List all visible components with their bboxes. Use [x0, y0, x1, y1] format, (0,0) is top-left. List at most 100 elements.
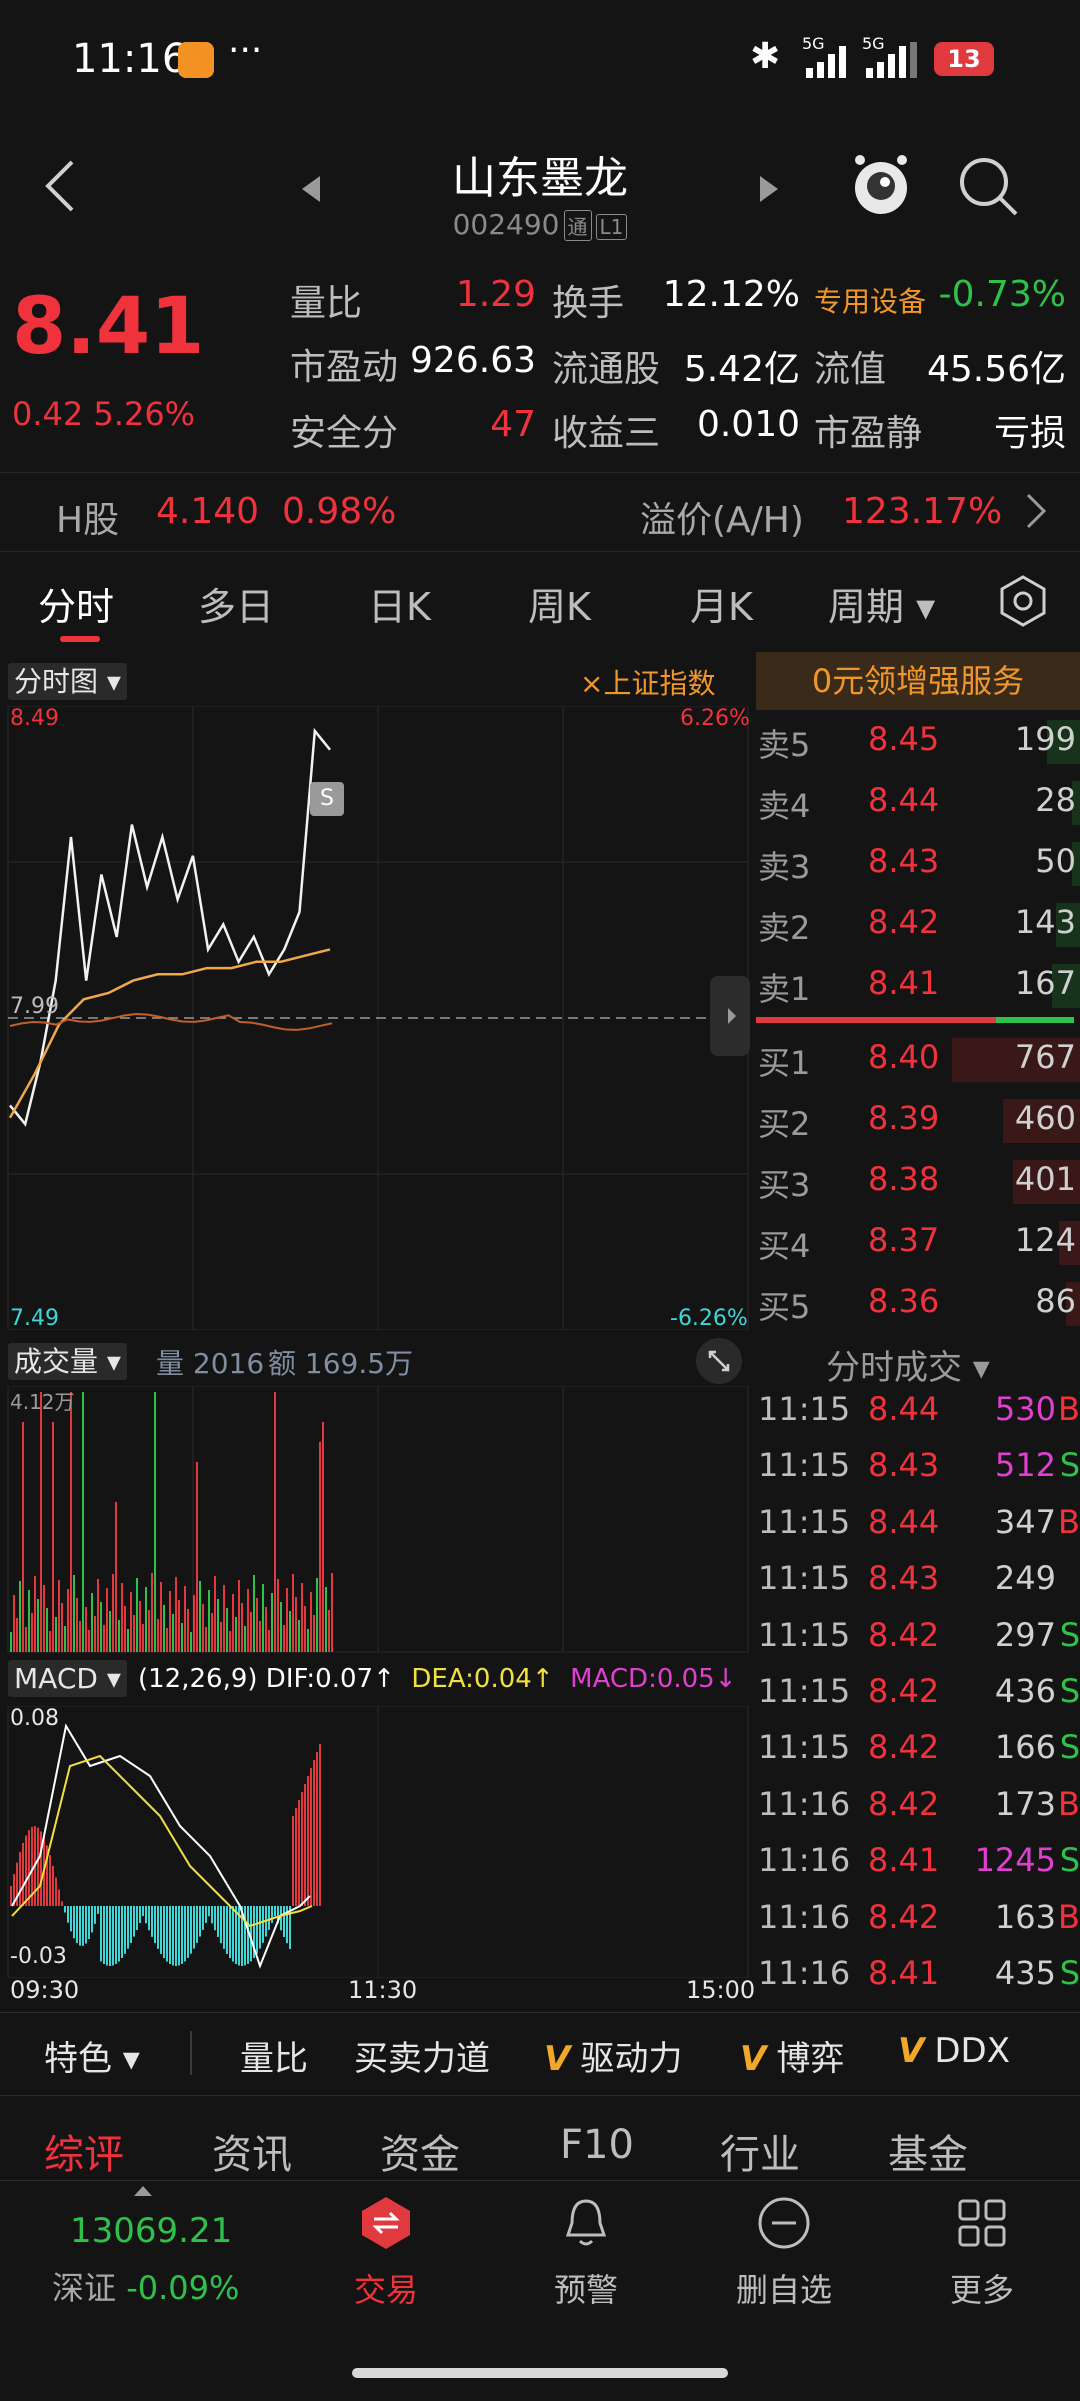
macd-bar — [79, 1906, 81, 1946]
macd-bar — [49, 1855, 51, 1906]
macd-axis-bottom: -0.03 — [10, 1944, 67, 1969]
tab-monthly-k[interactable]: 月K — [690, 585, 753, 629]
volume-selector[interactable]: 成交量 ▾ — [8, 1340, 127, 1380]
tab-intraday[interactable]: 分时 — [38, 585, 115, 629]
tick-volume: 436 — [994, 1672, 1056, 1710]
trade-icon[interactable] — [358, 2195, 414, 2255]
active-tab-indicator — [60, 636, 100, 642]
index-value[interactable]: 13069.21 — [70, 2211, 233, 2251]
more-grid-icon[interactable] — [954, 2195, 1010, 2255]
bid-row[interactable]: 买3 8.38 401 — [756, 1152, 1080, 1212]
home-indicator[interactable] — [352, 2368, 728, 2378]
macd-bar — [250, 1906, 252, 1962]
volume-bar — [229, 1631, 231, 1652]
ask-row[interactable]: 卖3 8.43 50 — [756, 834, 1080, 894]
level-label: 买1 — [758, 1044, 811, 1082]
ask-row[interactable]: 卖2 8.42 143 — [756, 895, 1080, 955]
indicator-game[interactable]: V 博弈 — [740, 2039, 845, 2079]
app-notification-icon — [178, 42, 214, 78]
nav-alert[interactable]: 预警 — [553, 2271, 618, 2309]
bid-row[interactable]: 买5 8.36 86 — [756, 1274, 1080, 1334]
nav-trade[interactable]: 交易 — [353, 2271, 418, 2309]
volume-bar — [154, 1392, 156, 1652]
back-icon[interactable] — [40, 156, 80, 220]
fullscreen-icon[interactable] — [696, 1338, 742, 1384]
level-label: 卖5 — [758, 726, 811, 764]
more-notifications-icon: ··· — [228, 30, 263, 71]
quote-value: 12.12% — [662, 274, 800, 315]
feature-dropdown[interactable]: 特色 ▾ — [44, 2039, 140, 2079]
sector-link[interactable]: 专用设备 — [814, 285, 927, 318]
volume-bar — [328, 1610, 330, 1652]
next-stock-icon[interactable] — [758, 174, 780, 208]
level-price: 8.44 — [868, 781, 940, 819]
volume-bar — [88, 1630, 90, 1652]
volume-bar — [193, 1595, 195, 1652]
ticks-title[interactable]: 分时成交 ▾ — [826, 1348, 990, 1388]
h-share-row[interactable]: H股 4.140 0.98% 溢价(A/H) 123.17% — [0, 472, 1080, 552]
tab-funds-flow[interactable]: 资金 — [380, 2132, 460, 2178]
volume-bar — [46, 1608, 48, 1652]
macd-bar — [46, 1845, 48, 1906]
tab-overview[interactable]: 综评 — [44, 2132, 124, 2178]
tab-period[interactable]: 周期 ▾ — [828, 585, 936, 629]
tab-multiday[interactable]: 多日 — [198, 585, 275, 629]
volume-bar — [268, 1630, 270, 1652]
volume-bar — [1013, 1160, 1080, 1204]
tab-weekly-k[interactable]: 周K — [528, 585, 591, 629]
ask-row[interactable]: 卖5 8.45 199 — [756, 712, 1080, 772]
indicator-buy-sell-power[interactable]: 买卖力道 — [354, 2039, 490, 2079]
tab-daily-k[interactable]: 日K — [368, 585, 431, 629]
tab-industry[interactable]: 行业 — [720, 2132, 800, 2178]
bid-row[interactable]: 买1 8.40 767 — [756, 1030, 1080, 1090]
volume-axis-top: 4.12万 — [10, 1390, 75, 1414]
volume-bar — [124, 1606, 126, 1652]
volume-bar — [52, 1422, 54, 1652]
volume-bar — [49, 1631, 51, 1652]
indicator-volume-ratio[interactable]: 量比 — [240, 2039, 308, 2079]
tab-f10[interactable]: F10 — [560, 2122, 634, 2168]
settings-hexagon-icon[interactable] — [998, 574, 1048, 632]
tab-news[interactable]: 资讯 — [212, 2132, 292, 2178]
tick-price: 8.41 — [868, 1841, 940, 1880]
volume-bar — [175, 1577, 177, 1652]
macd-selector[interactable]: MACD ▾ — [8, 1660, 127, 1697]
chevron-right-icon — [1024, 491, 1048, 535]
nav-remove-watchlist[interactable]: 删自选 — [735, 2271, 832, 2309]
chart-type-selector[interactable]: 分时图 ▾ — [8, 660, 127, 700]
nav-more[interactable]: 更多 — [949, 2271, 1014, 2309]
macd-bar — [94, 1906, 96, 1924]
bid-row[interactable]: 买4 8.37 124 — [756, 1213, 1080, 1273]
search-icon[interactable] — [956, 154, 1020, 222]
last-price: 8.41 — [12, 282, 205, 372]
indicator-drive[interactable]: V 驱动力 — [544, 2039, 683, 2079]
prev-stock-icon[interactable] — [300, 174, 322, 208]
index-expand-arrow-icon[interactable] — [132, 2183, 154, 2202]
volume-bar — [226, 1608, 228, 1652]
alert-bell-icon[interactable] — [558, 2195, 614, 2255]
level-volume: 28 — [1035, 781, 1076, 819]
index-overlay-toggle[interactable]: ×上证指数 — [580, 667, 716, 700]
price-chart[interactable] — [0, 706, 752, 1330]
tick-time: 11:15 — [758, 1615, 851, 1654]
remove-watchlist-icon[interactable] — [756, 2195, 812, 2255]
ask-row[interactable]: 卖1 8.41 167 — [756, 956, 1080, 1016]
volume-bar — [163, 1605, 165, 1652]
volume-bar — [325, 1587, 327, 1652]
sell-signal-marker[interactable]: S — [310, 782, 344, 816]
tab-fund[interactable]: 基金 — [888, 2132, 968, 2178]
tick-time: 11:16 — [758, 1841, 851, 1880]
indicator-ddx[interactable]: V DDX — [898, 2031, 1010, 2071]
macd-bar — [127, 1906, 129, 1949]
tick-volume: 512 — [994, 1446, 1056, 1485]
macd-bar — [76, 1906, 78, 1944]
level-price: 8.45 — [868, 720, 940, 758]
tick-row: 11:15 8.43 249 — [756, 1559, 1080, 1615]
volume-bar — [298, 1620, 300, 1652]
ask-row[interactable]: 卖4 8.44 28 — [756, 773, 1080, 833]
bid-row[interactable]: 买2 8.39 460 — [756, 1091, 1080, 1151]
macd-bar — [220, 1906, 222, 1944]
promo-banner[interactable]: 0元领增强服务 — [756, 652, 1080, 710]
assistant-mascot-icon[interactable] — [850, 150, 912, 226]
index-summary[interactable]: 深证 -0.09% — [52, 2269, 240, 2307]
